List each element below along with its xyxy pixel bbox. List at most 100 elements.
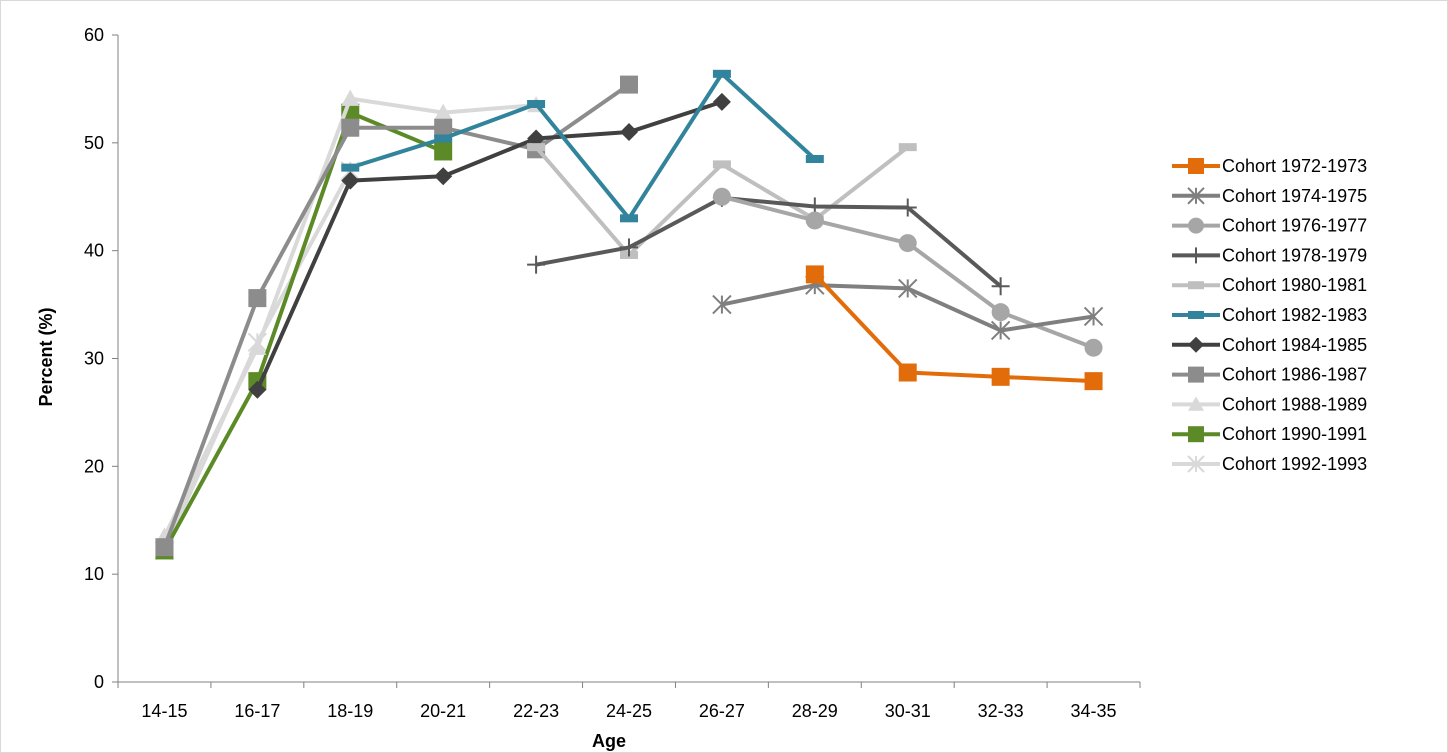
legend-item: Cohort 1992-1993 <box>1172 454 1367 474</box>
data-point-square <box>434 142 453 161</box>
data-point-dash <box>712 160 731 169</box>
data-point-plus <box>620 238 638 257</box>
data-point-diamond <box>434 167 453 186</box>
series-line <box>162 110 444 552</box>
legend-label: Cohort 1982-1983 <box>1222 305 1367 325</box>
data-point-triangle <box>1188 396 1204 411</box>
legend-label: Cohort 1972-1973 <box>1222 156 1367 176</box>
x-tick-label: 32-33 <box>978 701 1024 721</box>
data-point-circle <box>898 234 917 253</box>
data-point-square <box>155 538 174 557</box>
data-point-asterisk <box>1187 187 1205 205</box>
data-point-square <box>248 289 267 308</box>
x-tick-label: 16-17 <box>234 701 280 721</box>
data-point-plus <box>898 198 917 217</box>
data-point-square <box>898 363 917 382</box>
data-point-asterisk <box>1187 455 1205 473</box>
x-tick-label: 28-29 <box>792 701 838 721</box>
data-point-dash <box>898 143 917 152</box>
x-axis-title: Age <box>592 731 626 751</box>
data-point-dash <box>1188 311 1204 319</box>
legend-item: Cohort 1986-1987 <box>1172 365 1367 385</box>
data-point-circle <box>991 303 1010 322</box>
legend-label: Cohort 1980-1981 <box>1222 275 1367 295</box>
data-point-diamond <box>527 129 546 148</box>
axes: 0 10 20 30 40 50 60 14-15 16-17 18-19 20-21 22-23 24… <box>84 25 1141 721</box>
data-point-square <box>1188 426 1204 443</box>
legend-item: Cohort 1990-1991 <box>1172 424 1367 444</box>
series-line <box>813 273 1094 384</box>
data-point-diamond <box>1188 336 1204 353</box>
data-point-dash <box>620 214 638 223</box>
data-point-dash <box>1188 281 1204 290</box>
legend-label: Cohort 1976-1977 <box>1222 216 1367 236</box>
y-tick-label: 60 <box>84 25 104 45</box>
y-tick-label: 30 <box>84 349 104 369</box>
x-tick-label: 14-15 <box>141 701 187 721</box>
data-point-diamond <box>620 123 638 142</box>
y-tick-label: 50 <box>84 133 104 153</box>
y-tick-label: 40 <box>84 241 104 261</box>
series-cohort-1984-1985 <box>248 92 731 399</box>
x-tick-label: 18-19 <box>327 701 373 721</box>
legend-item: Cohort 1976-1977 <box>1172 216 1367 236</box>
legend-label: Cohort 1986-1987 <box>1222 365 1367 385</box>
data-point-asterisk <box>990 320 1011 341</box>
x-tick-label: 30-31 <box>885 701 931 721</box>
data-point-circle <box>1084 338 1103 357</box>
data-point-square <box>991 367 1010 386</box>
legend-item: Cohort 1984-1985 <box>1172 335 1367 355</box>
series-line <box>535 195 1002 288</box>
x-tick-label: 22-23 <box>513 701 559 721</box>
y-tick-label: 20 <box>84 456 104 476</box>
data-point-circle <box>1188 217 1204 234</box>
data-point-dash <box>805 155 824 164</box>
y-tick-label: 0 <box>94 672 104 692</box>
series-line <box>255 99 723 391</box>
legend-label: Cohort 1974-1975 <box>1222 186 1367 206</box>
data-point-circle <box>712 187 731 206</box>
data-point-square <box>434 118 453 137</box>
data-point-dash <box>527 143 546 152</box>
data-point-triangle <box>341 89 360 106</box>
legend-label: Cohort 1990-1991 <box>1222 424 1367 444</box>
y-tick-label: 10 <box>84 564 104 584</box>
legend-label: Cohort 1992-1993 <box>1222 454 1367 474</box>
legend-label: Cohort 1978-1979 <box>1222 245 1367 265</box>
series-line <box>162 169 353 552</box>
legend-item: Cohort 1974-1975 <box>1172 186 1367 206</box>
legend-label: Cohort 1984-1985 <box>1222 335 1367 355</box>
legend-label: Cohort 1988-1989 <box>1222 394 1367 414</box>
data-point-square <box>1188 158 1204 174</box>
data-point-triangle <box>434 103 453 120</box>
x-tick-label: 26-27 <box>699 701 745 721</box>
series-line <box>349 71 817 221</box>
series-cohort-1978-1979 <box>527 188 1010 296</box>
y-axis-title: Percent (%) <box>36 307 56 406</box>
legend-item: Cohort 1972-1973 <box>1172 156 1367 176</box>
data-point-plus <box>1188 247 1204 264</box>
series-cohort-1990-1991 <box>155 103 453 560</box>
series-cohort-1982-1983 <box>341 69 824 223</box>
data-point-diamond <box>712 92 731 111</box>
data-point-circle <box>805 211 824 230</box>
data-point-asterisk <box>898 278 918 299</box>
data-point-asterisk <box>1083 306 1104 327</box>
data-point-square <box>341 118 360 137</box>
data-point-square <box>1084 372 1103 391</box>
series-cohort-1972-1973 <box>805 265 1103 391</box>
data-point-plus <box>991 277 1010 296</box>
legend-item: Cohort 1980-1981 <box>1172 275 1367 295</box>
x-tick-label: 34-35 <box>1071 701 1117 721</box>
series-layer <box>154 69 1104 561</box>
series-cohort-1992-1993 <box>154 161 360 561</box>
data-point-square <box>1188 366 1204 383</box>
legend-item: Cohort 1982-1983 <box>1172 305 1367 325</box>
series-cohort-1986-1987 <box>155 75 638 557</box>
data-point-square <box>620 75 638 94</box>
series-cohort-1988-1989 <box>155 89 546 544</box>
x-tick-label: 20-21 <box>420 701 466 721</box>
data-point-diamond <box>341 171 360 190</box>
legend: Cohort 1972-1973 Cohort 1974-1975 Cohort 1… <box>1172 156 1367 474</box>
